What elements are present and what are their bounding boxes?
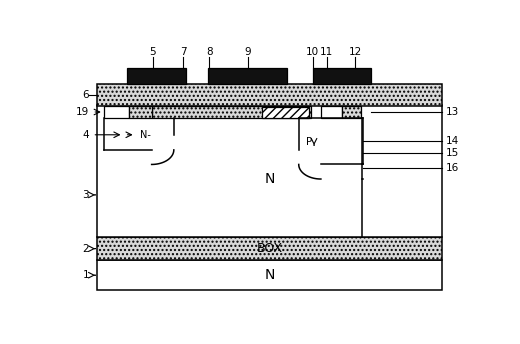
Text: 19: 19 [76,107,89,117]
Bar [97,260,442,290]
Text: 13: 13 [446,107,459,117]
Bar [313,68,371,84]
Text: N: N [264,172,275,186]
Bar [97,237,442,260]
Text: N-: N- [139,130,150,140]
Text: 9: 9 [244,47,251,57]
Text: 12: 12 [348,47,362,57]
Text: 5: 5 [150,47,156,57]
Text: 16: 16 [446,163,459,173]
Text: 10: 10 [306,47,319,57]
Bar [342,106,361,118]
Bar [128,106,152,118]
Text: BOX: BOX [256,242,282,255]
Bar [105,106,128,118]
Text: 11: 11 [320,47,333,57]
Bar [321,106,342,118]
Text: N+: N+ [110,107,123,116]
Text: 7: 7 [180,47,186,57]
Text: 14: 14 [446,136,459,146]
Text: 15: 15 [446,148,459,158]
Text: P+: P+ [134,107,146,116]
Bar [97,105,442,237]
Text: 1: 1 [83,270,89,280]
Text: 4: 4 [83,130,89,140]
Bar [263,107,309,118]
Text: 6: 6 [83,90,89,100]
Bar [152,106,311,118]
Bar [127,68,186,84]
Text: P: P [306,138,313,148]
Text: 2: 2 [83,244,89,254]
Text: N: N [264,268,275,282]
Bar [208,68,287,84]
Text: 3: 3 [83,190,89,200]
Text: 8: 8 [206,47,213,57]
Bar [97,84,442,106]
Text: N+: N+ [325,107,338,116]
Text: P+: P+ [345,107,358,116]
